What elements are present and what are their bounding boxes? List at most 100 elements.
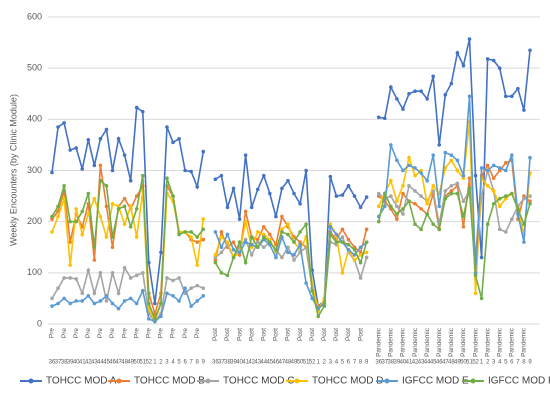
point [104,299,109,303]
point [485,57,490,61]
point [153,301,157,306]
point [491,163,496,168]
point [389,143,393,147]
point [292,191,296,196]
point [364,250,369,255]
point [485,222,490,227]
point [183,230,187,234]
x-tick-label: 1 [153,360,157,366]
point [80,209,85,214]
point [134,194,139,198]
point [86,268,91,273]
x-tick-label: 3 [492,360,496,366]
point [219,271,224,275]
point [328,222,333,227]
point [401,107,405,111]
point [213,260,218,265]
x-tick-label: 8 [359,360,363,366]
point [358,260,363,265]
x-group-label: Pandemic [509,327,516,357]
x-tick-label: 49 [127,360,134,366]
point [92,245,97,250]
point [177,276,181,280]
point [171,294,175,298]
x-tick-label: 42 [412,360,419,366]
point [116,204,121,209]
x-tick-label: 9 [528,360,532,366]
x-tick-label: 42 [248,360,255,366]
point [50,170,54,175]
point [68,219,72,224]
x-tick-label: 46 [436,360,443,366]
point [74,219,79,224]
point [346,184,351,188]
point [134,105,139,110]
point [231,255,236,260]
point [62,121,66,125]
point [177,299,181,303]
point [219,245,224,250]
point [249,245,254,250]
point [92,301,97,306]
x-group-label: Pre [158,328,165,339]
x-group-label: Post [224,328,231,341]
point [467,37,472,41]
point [213,258,218,262]
x-tick-label: 36 [375,360,382,366]
x-group-label: Pandemic [472,327,479,357]
point [522,222,526,227]
point [364,255,369,260]
point [407,155,411,160]
x-group-label: Pandemic [484,327,491,357]
point [280,186,284,191]
x-tick-label: 48 [121,360,128,366]
point [274,248,278,252]
point [153,319,157,324]
point [473,173,478,178]
legend-marker [205,378,211,384]
point [407,91,411,96]
point [503,194,508,198]
x-tick-label: 42 [85,360,92,366]
point [522,108,526,112]
point [510,191,514,196]
point [231,186,236,191]
point [104,235,109,239]
x-group-label: Post [236,328,243,341]
point [449,158,454,163]
point [140,109,145,114]
point [516,207,520,211]
x-tick-label: 5 [341,360,345,366]
point [92,291,97,296]
point [461,173,466,178]
legend-label: IGFCC MOD F [488,376,550,387]
point [213,253,218,257]
point [395,158,399,163]
x-group-label: Pandemic [496,327,503,357]
point [485,184,490,188]
point [467,94,472,99]
y-axis-title: Weekly Encounters (by Clinic Module) [8,94,18,246]
point [147,301,151,306]
point [449,81,454,86]
x-tick-label: 44 [260,360,267,366]
x-tick-label: 8 [522,360,526,366]
point [195,240,200,244]
point [140,271,145,275]
point [376,191,381,196]
point [334,194,339,198]
x-tick-label: 46 [109,360,116,366]
point [195,299,200,303]
x-tick-label: 49 [291,360,298,366]
point [292,253,296,257]
point [522,196,526,201]
point [449,191,454,196]
x-tick-label: 4 [335,360,339,366]
point [62,196,66,201]
x-group-label: Pandemic [436,327,443,357]
x-group-label: Pandemic [412,327,419,357]
point [449,189,454,193]
x-tick-label: 8 [196,360,200,366]
x-tick-label: 52 [309,360,316,366]
point [467,186,472,191]
